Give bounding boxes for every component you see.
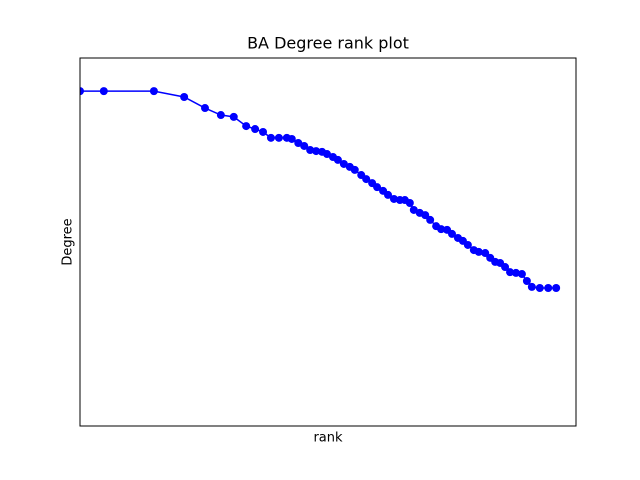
data-point [300, 141, 309, 150]
data-point [294, 139, 303, 148]
data-point [474, 247, 483, 256]
plot-area [80, 87, 561, 292]
axes-frame [79, 57, 577, 427]
data-point [506, 268, 515, 277]
data-point [80, 87, 84, 96]
data-point [517, 270, 526, 279]
data-point [421, 211, 430, 220]
data-point [216, 111, 225, 120]
data-point [552, 284, 561, 292]
data-point [287, 134, 296, 143]
data-point [448, 229, 456, 238]
data-point [409, 205, 418, 214]
data-point [266, 133, 275, 142]
data-point [333, 155, 342, 164]
data-point [362, 175, 371, 184]
data-point [99, 87, 108, 96]
data-point [339, 159, 348, 168]
data-point [350, 165, 359, 174]
data-point [544, 284, 553, 292]
data-point [384, 190, 393, 199]
data-point [463, 240, 472, 249]
data-point [259, 127, 268, 136]
data-point [306, 146, 315, 154]
data-point [426, 215, 435, 224]
data-point [527, 282, 536, 291]
data-point [389, 194, 398, 203]
data-point [149, 87, 158, 96]
data-point [200, 104, 209, 113]
data-point [229, 112, 238, 121]
data-point [323, 150, 332, 159]
data-point [180, 93, 189, 102]
data-point [312, 147, 321, 156]
data-point [535, 284, 544, 292]
data-point [437, 225, 446, 234]
chart-title: BA Degree rank plot [247, 34, 409, 53]
series-line [80, 90, 557, 289]
data-point [373, 183, 382, 192]
data-point [501, 263, 510, 272]
data-point [511, 268, 520, 277]
data-point [522, 277, 531, 286]
data-point [405, 198, 414, 207]
y-axis-label: Degree [61, 218, 76, 265]
data-point [242, 122, 251, 131]
data-point [274, 133, 283, 142]
data-point [481, 249, 490, 258]
x-axis-label: rank [313, 431, 343, 446]
data-point [251, 125, 260, 134]
